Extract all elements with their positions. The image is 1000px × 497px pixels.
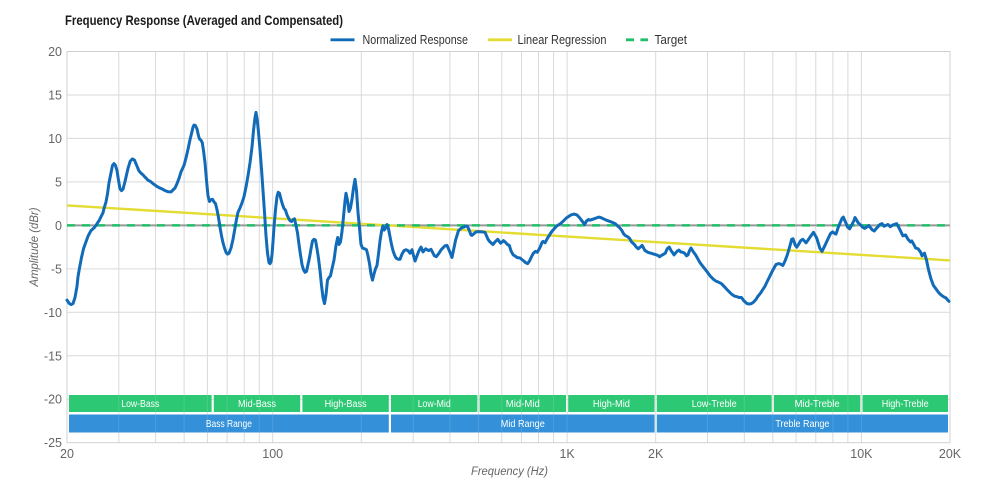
svg-text:-5: -5 [51, 262, 62, 276]
svg-text:-20: -20 [44, 393, 62, 407]
svg-text:20: 20 [48, 45, 62, 59]
svg-text:Low-Bass: Low-Bass [121, 399, 159, 410]
svg-text:2K: 2K [648, 447, 664, 461]
svg-text:Mid-Treble: Mid-Treble [795, 399, 840, 410]
svg-text:Frequency (Hz): Frequency (Hz) [471, 466, 548, 478]
svg-text:Bass Range: Bass Range [206, 419, 252, 430]
svg-text:Mid-Bass: Mid-Bass [238, 399, 276, 410]
svg-text:High-Treble: High-Treble [882, 399, 929, 410]
svg-text:Normalized Response: Normalized Response [363, 33, 469, 47]
svg-text:Amplitude (dBr): Amplitude (dBr) [29, 207, 41, 287]
svg-text:High-Bass: High-Bass [325, 399, 367, 410]
svg-text:10: 10 [48, 132, 62, 146]
svg-text:Target: Target [655, 33, 688, 47]
svg-text:Low-Treble: Low-Treble [692, 399, 737, 410]
svg-text:1K: 1K [559, 447, 575, 461]
svg-text:5: 5 [55, 175, 62, 189]
svg-text:High-Mid: High-Mid [593, 399, 630, 410]
svg-text:Low-Mid: Low-Mid [418, 399, 451, 410]
svg-text:20K: 20K [939, 447, 962, 461]
svg-text:-15: -15 [44, 349, 62, 363]
svg-text:0: 0 [55, 219, 62, 233]
svg-text:15: 15 [48, 89, 62, 103]
svg-text:-10: -10 [44, 306, 62, 320]
svg-text:Mid-Mid: Mid-Mid [506, 399, 540, 410]
svg-text:-25: -25 [44, 436, 62, 450]
svg-text:Linear Regression: Linear Regression [518, 33, 607, 47]
svg-text:Treble Range: Treble Range [775, 419, 829, 430]
svg-text:10K: 10K [850, 447, 873, 461]
svg-text:100: 100 [262, 447, 283, 461]
svg-text:Mid Range: Mid Range [501, 419, 545, 430]
svg-text:20: 20 [60, 447, 74, 461]
svg-text:Frequency Response (Averaged a: Frequency Response (Averaged and Compens… [65, 12, 343, 28]
